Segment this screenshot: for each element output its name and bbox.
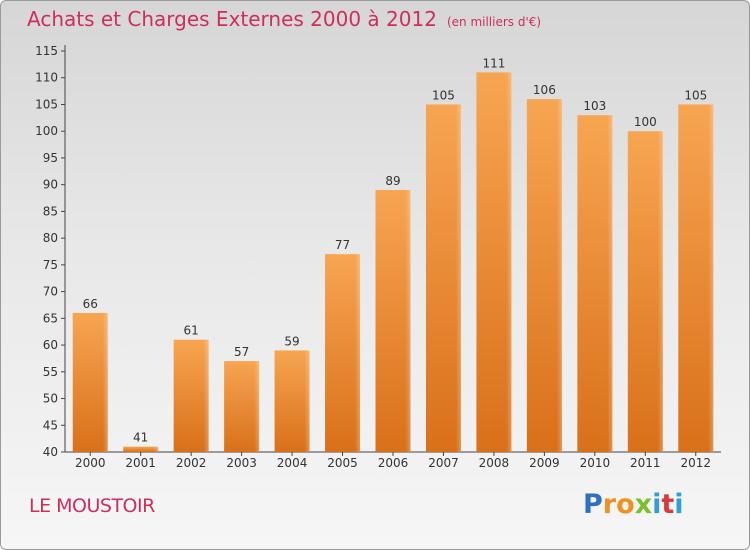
bar-highlight (254, 361, 260, 452)
bar (425, 104, 461, 452)
bar-highlight (102, 312, 108, 452)
y-tick-label: 45 (43, 418, 58, 432)
x-tick-label: 2006 (378, 456, 409, 470)
bar-highlight (153, 446, 159, 452)
bars (72, 72, 714, 453)
x-tick-label: 2004 (277, 456, 308, 470)
bar-highlight (607, 115, 613, 452)
x-tick-label: 2000 (75, 456, 106, 470)
bar-highlight (506, 72, 512, 453)
y-tick-label: 115 (35, 44, 58, 58)
y-tick-label: 60 (43, 338, 58, 352)
logo-letter: i (674, 489, 684, 520)
bar-value-label: 59 (284, 334, 299, 348)
bar-highlight (657, 131, 663, 452)
y-tick-label: 75 (43, 258, 58, 272)
x-tick-label: 2009 (529, 456, 560, 470)
axes: 40 45 50 55 60 65 70 75 80 85 90 95 100 105 110 115 (35, 44, 721, 459)
bar (678, 104, 714, 452)
chart-title-text: Achats et Charges Externes 2000 à 2012 (27, 7, 437, 31)
x-tick-label: 2007 (428, 456, 459, 470)
bar (476, 72, 512, 453)
bar-value-label: 89 (385, 174, 400, 188)
bar (224, 361, 260, 452)
y-tick-label: 95 (43, 151, 58, 165)
bar-value-label: 77 (335, 238, 350, 252)
bar (526, 99, 562, 453)
bar-value-label: 103 (583, 99, 606, 113)
bar-value-label: 41 (133, 431, 148, 445)
bar (72, 312, 108, 452)
bar-value-label: 106 (533, 83, 556, 97)
x-tick-label: 2005 (327, 456, 358, 470)
logo-letter: t (661, 489, 675, 520)
bar-value-label: 100 (634, 115, 657, 129)
bar-value-label: 57 (234, 345, 249, 359)
x-tick-label: 2008 (479, 456, 510, 470)
logo-letter: o (616, 489, 635, 520)
bar (173, 339, 209, 452)
y-tick-label: 40 (43, 445, 58, 459)
x-tick-label: 2002 (176, 456, 207, 470)
y-tick-label: 65 (43, 311, 58, 325)
bar-highlight (405, 190, 411, 452)
bar (123, 446, 159, 452)
y-tick-label: 55 (43, 365, 58, 379)
x-tick-label: 2003 (226, 456, 257, 470)
bar-highlight (355, 254, 361, 452)
chart-title: Achats et Charges Externes 2000 à 2012 (e… (27, 7, 541, 31)
bar-value-label: 111 (482, 56, 505, 70)
y-tick-label: 85 (43, 204, 58, 218)
bar-highlight (203, 339, 209, 452)
y-tick-label: 90 (43, 178, 58, 192)
logo-letter: r (602, 489, 617, 520)
y-tick-label: 80 (43, 231, 58, 245)
bar (325, 254, 361, 452)
chart-subtitle: (en milliers d'€) (446, 15, 542, 29)
bar (375, 190, 411, 452)
labels: 66 2000 41 2001 61 2002 57 2003 59 2004 77 2005 89 20… (75, 56, 711, 470)
bar-highlight (708, 104, 714, 452)
proxiti-logo: Proxiti (583, 489, 684, 520)
bar-highlight (455, 104, 461, 452)
logo-letter: i (652, 489, 662, 520)
y-tick-label: 70 (43, 285, 58, 299)
x-tick-label: 2001 (125, 456, 156, 470)
bar-highlight (556, 99, 562, 453)
x-tick-label: 2010 (580, 456, 611, 470)
bar-highlight (304, 350, 310, 452)
bar-value-label: 105 (432, 88, 455, 102)
bar (274, 350, 310, 452)
y-tick-label: 105 (35, 97, 58, 111)
place-name: LE MOUSTOIR (29, 495, 155, 517)
logo-letter: P (583, 489, 603, 520)
y-tick-label: 110 (35, 71, 58, 85)
y-tick-label: 50 (43, 392, 58, 406)
x-tick-label: 2011 (630, 456, 661, 470)
bar-value-label: 105 (684, 88, 707, 102)
bar-value-label: 61 (184, 324, 199, 338)
bar-value-label: 66 (83, 297, 98, 311)
bar (577, 115, 613, 452)
x-tick-label: 2012 (680, 456, 711, 470)
y-tick-label: 100 (35, 124, 58, 138)
bar (627, 131, 663, 452)
logo-letter: x (634, 489, 653, 520)
